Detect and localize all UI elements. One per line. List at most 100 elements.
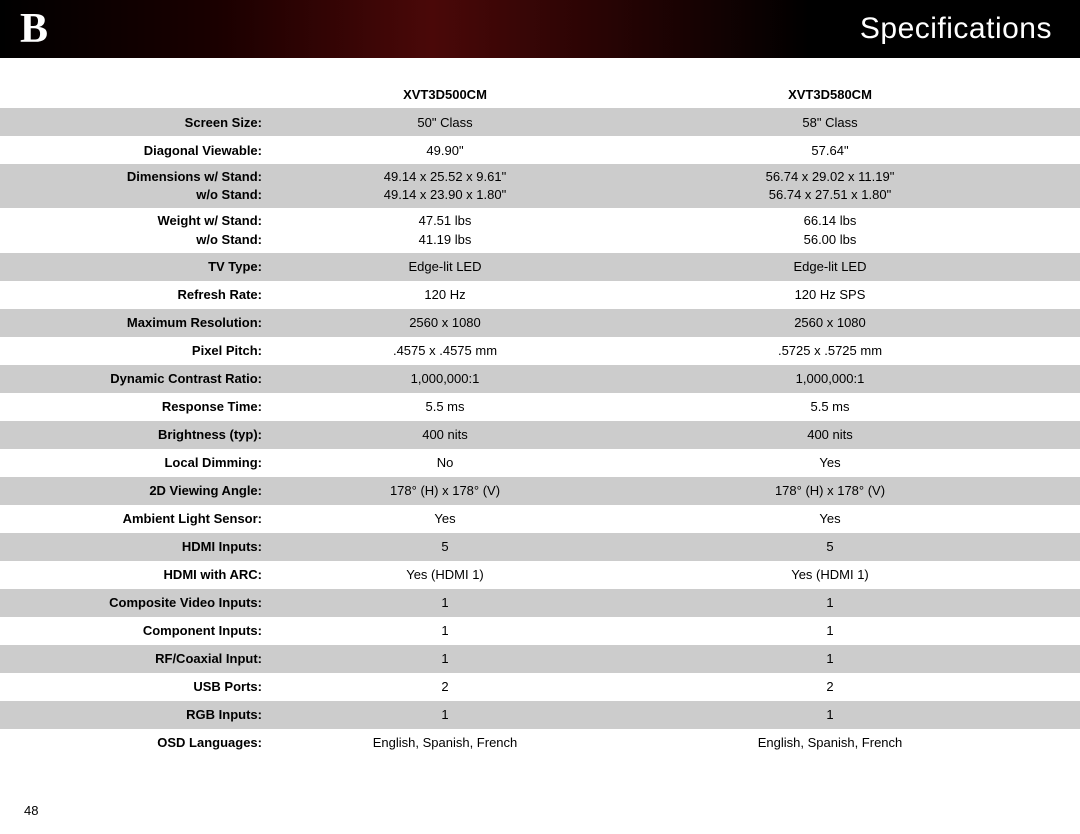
spec-label: Dynamic Contrast Ratio:	[0, 371, 270, 386]
spec-value-a: 2	[270, 679, 620, 694]
page-number: 48	[24, 803, 38, 818]
spec-row: Maximum Resolution:2560 x 10802560 x 108…	[0, 309, 1080, 337]
spec-value-b: Yes (HDMI 1)	[620, 567, 1040, 582]
spec-row: USB Ports:22	[0, 673, 1080, 701]
spec-row: 2D Viewing Angle:178° (H) x 178° (V)178°…	[0, 477, 1080, 505]
spec-row: Dynamic Contrast Ratio:1,000,000:11,000,…	[0, 365, 1080, 393]
spec-value-b: 1	[620, 595, 1040, 610]
spec-value-a: 50" Class	[270, 115, 620, 130]
spec-value-a: 5.5 ms	[270, 399, 620, 414]
spec-label: Local Dimming:	[0, 455, 270, 470]
spec-value-b: 1	[620, 707, 1040, 722]
spec-table: XVT3D500CM XVT3D580CM Screen Size:50" Cl…	[0, 80, 1080, 757]
spec-label: Composite Video Inputs:	[0, 595, 270, 610]
spec-value-a: 1	[270, 707, 620, 722]
spec-row: Local Dimming:NoYes	[0, 449, 1080, 477]
spec-value-b: 56.74 x 29.02 x 11.19"56.74 x 27.51 x 1.…	[620, 168, 1040, 204]
spec-value-b: 58" Class	[620, 115, 1040, 130]
spec-value-a: 178° (H) x 178° (V)	[270, 483, 620, 498]
spec-label: Maximum Resolution:	[0, 315, 270, 330]
spec-row: TV Type:Edge-lit LEDEdge-lit LED	[0, 253, 1080, 281]
spec-row: Pixel Pitch:.4575 x .4575 mm.5725 x .572…	[0, 337, 1080, 365]
spec-label: Weight w/ Stand: w/o Stand:	[0, 212, 270, 248]
spec-row: RF/Coaxial Input:11	[0, 645, 1080, 673]
spec-label-line: w/o Stand:	[196, 187, 262, 202]
model-b-header: XVT3D580CM	[620, 87, 1040, 102]
header-bar: B Specifications	[0, 0, 1080, 58]
spec-label-line: Weight w/ Stand:	[158, 213, 262, 228]
spec-value-b: 2560 x 1080	[620, 315, 1040, 330]
spec-row: Screen Size:50" Class58" Class	[0, 108, 1080, 136]
spec-label: Diagonal Viewable:	[0, 143, 270, 158]
spec-row: Refresh Rate:120 Hz120 Hz SPS	[0, 281, 1080, 309]
spec-value-a: .4575 x .4575 mm	[270, 343, 620, 358]
spec-value-b: Yes	[620, 511, 1040, 526]
spec-value-a: 1	[270, 651, 620, 666]
spec-value-b: 5	[620, 539, 1040, 554]
spec-value-a: Yes	[270, 511, 620, 526]
spec-row: Dimensions w/ Stand: w/o Stand: 49.14 x 25…	[0, 164, 1080, 208]
spec-value-a: 5	[270, 539, 620, 554]
spec-value-a: 1	[270, 595, 620, 610]
spec-row: Composite Video Inputs:11	[0, 589, 1080, 617]
spec-row: Diagonal Viewable:49.90"57.64"	[0, 136, 1080, 164]
spec-label: 2D Viewing Angle:	[0, 483, 270, 498]
spec-label: HDMI Inputs:	[0, 539, 270, 554]
spec-value-a: 47.51 lbs41.19 lbs	[270, 212, 620, 248]
spec-row: Component Inputs:11	[0, 617, 1080, 645]
spec-value-b: 400 nits	[620, 427, 1040, 442]
spec-value-b: 120 Hz SPS	[620, 287, 1040, 302]
spec-row: Brightness (typ):400 nits400 nits	[0, 421, 1080, 449]
spec-label: Ambient Light Sensor:	[0, 511, 270, 526]
spec-label: TV Type:	[0, 259, 270, 274]
spec-value-a: English, Spanish, French	[270, 735, 620, 750]
spec-row: HDMI with ARC:Yes (HDMI 1)Yes (HDMI 1)	[0, 561, 1080, 589]
spec-label: HDMI with ARC:	[0, 567, 270, 582]
spec-value-b: 66.14 lbs56.00 lbs	[620, 212, 1040, 248]
spec-label: RGB Inputs:	[0, 707, 270, 722]
spec-value-a: 2560 x 1080	[270, 315, 620, 330]
spec-label: RF/Coaxial Input:	[0, 651, 270, 666]
spec-value-b: 178° (H) x 178° (V)	[620, 483, 1040, 498]
spec-label-line: w/o Stand:	[196, 232, 262, 247]
spec-value-b: English, Spanish, French	[620, 735, 1040, 750]
spec-value-b: 5.5 ms	[620, 399, 1040, 414]
spec-row: OSD Languages:English, Spanish, FrenchEn…	[0, 729, 1080, 757]
spec-value-b: Yes	[620, 455, 1040, 470]
spec-label: USB Ports:	[0, 679, 270, 694]
spec-value-a: 49.90"	[270, 143, 620, 158]
spec-value-b: Edge-lit LED	[620, 259, 1040, 274]
spec-label: Screen Size:	[0, 115, 270, 130]
spec-value-b: 57.64"	[620, 143, 1040, 158]
spec-value-b: 1,000,000:1	[620, 371, 1040, 386]
spec-value-a: 400 nits	[270, 427, 620, 442]
spec-value-a: 1,000,000:1	[270, 371, 620, 386]
spec-value-a: 120 Hz	[270, 287, 620, 302]
spec-row: RGB Inputs:11	[0, 701, 1080, 729]
spec-value-a: 49.14 x 25.52 x 9.61"49.14 x 23.90 x 1.8…	[270, 168, 620, 204]
spec-label: OSD Languages:	[0, 735, 270, 750]
spec-row: Ambient Light Sensor:YesYes	[0, 505, 1080, 533]
appendix-letter: B	[0, 5, 48, 53]
spec-row: HDMI Inputs:55	[0, 533, 1080, 561]
model-a-header: XVT3D500CM	[270, 87, 620, 102]
spec-label: Pixel Pitch:	[0, 343, 270, 358]
model-header-row: XVT3D500CM XVT3D580CM	[0, 80, 1080, 108]
spec-value-b: 1	[620, 651, 1040, 666]
spec-value-b: 1	[620, 623, 1040, 638]
page-title: Specifications	[860, 12, 1080, 46]
spec-value-a: Edge-lit LED	[270, 259, 620, 274]
spec-row: Weight w/ Stand: w/o Stand: 47.51 lbs41.19…	[0, 208, 1080, 252]
spec-value-a: 1	[270, 623, 620, 638]
spec-value-b: .5725 x .5725 mm	[620, 343, 1040, 358]
spec-value-a: Yes (HDMI 1)	[270, 567, 620, 582]
spec-row: Response Time:5.5 ms5.5 ms	[0, 393, 1080, 421]
spec-label: Response Time:	[0, 399, 270, 414]
spec-label: Brightness (typ):	[0, 427, 270, 442]
spec-label: Component Inputs:	[0, 623, 270, 638]
spec-label-line: Dimensions w/ Stand:	[127, 169, 262, 184]
spec-label: Refresh Rate:	[0, 287, 270, 302]
spec-value-a: No	[270, 455, 620, 470]
spec-value-b: 2	[620, 679, 1040, 694]
spec-label: Dimensions w/ Stand: w/o Stand:	[0, 168, 270, 204]
